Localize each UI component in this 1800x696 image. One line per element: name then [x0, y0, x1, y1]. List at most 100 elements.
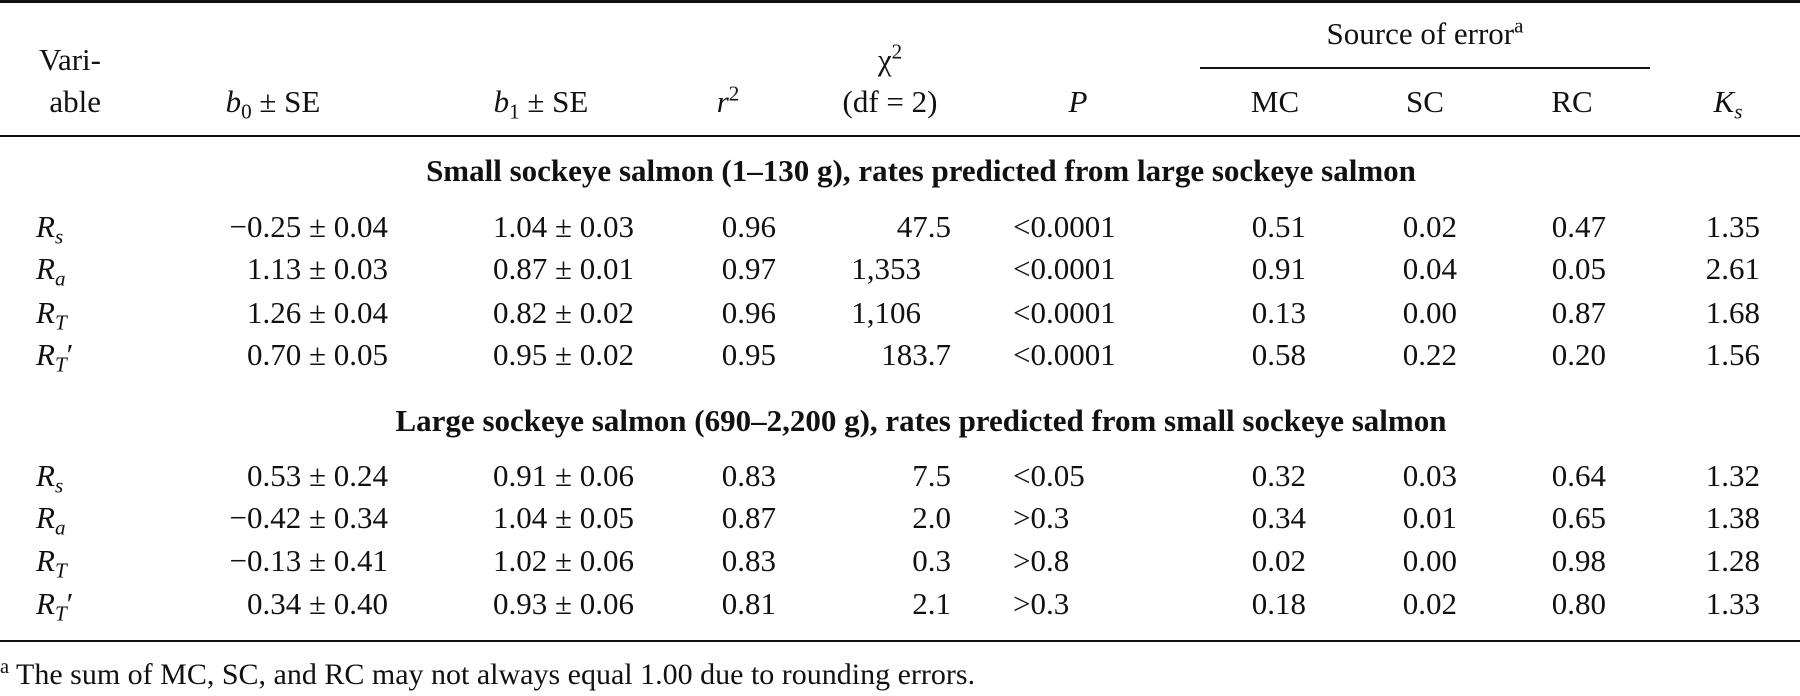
rc-cell: 0.20 — [1551, 337, 1606, 372]
header-mc: MC — [1250, 84, 1300, 119]
r2-cell: 0.87 — [721, 500, 776, 535]
b1-cell: 0.95 ± 0.02 — [492, 337, 634, 372]
sc-cell: 0.00 — [1402, 295, 1457, 330]
header-variable-line2: able — [49, 84, 101, 119]
bottom-rule — [0, 640, 1800, 642]
r2-cell: 0.96 — [721, 209, 776, 244]
header-variable-line1: Vari- — [39, 42, 101, 77]
mc-cell: 0.58 — [1251, 337, 1306, 372]
sc-cell: 0.02 — [1402, 209, 1457, 244]
header-p: P — [1068, 84, 1088, 119]
mc-cell: 0.34 — [1251, 500, 1306, 535]
chi2-cell: 2.0 — [912, 500, 951, 535]
r2-cell: 0.96 — [721, 295, 776, 330]
sc-cell: 0.22 — [1402, 337, 1457, 372]
mc-cell: 0.51 — [1251, 209, 1306, 244]
chi2-cell: 1,353 — [851, 251, 921, 286]
header-sc: SC — [1406, 84, 1444, 119]
header-chi2-df: (df = 2) — [842, 84, 938, 119]
chi2-cell: 7.5 — [912, 458, 951, 493]
b1-cell: 0.93 ± 0.06 — [492, 586, 634, 621]
header-chi2: χ2 — [877, 39, 903, 77]
ks-cell: 2.61 — [1705, 251, 1760, 286]
p-cell: <0.0001 — [1013, 251, 1116, 286]
p-cell: >0.3 — [1013, 500, 1070, 535]
b0-cell: 1.26 ± 0.04 — [246, 295, 388, 330]
ks-cell: 1.32 — [1705, 458, 1760, 493]
chi2-cell: 0.3 — [912, 543, 951, 578]
header-b1: b1 ± SE — [493, 84, 589, 124]
variable-cell: Rs — [36, 209, 64, 249]
mc-cell: 0.18 — [1251, 586, 1306, 621]
source-of-error-rule — [1200, 67, 1650, 69]
header-rc: RC — [1551, 84, 1593, 119]
chi2-cell: 183.7 — [881, 337, 951, 372]
variable-cell: RT′ — [36, 586, 74, 626]
ks-cell: 1.68 — [1705, 295, 1760, 330]
sc-cell: 0.01 — [1402, 500, 1457, 535]
r2-cell: 0.83 — [721, 458, 776, 493]
b1-cell: 1.04 ± 0.03 — [492, 209, 634, 244]
p-cell: >0.3 — [1013, 586, 1070, 621]
rc-cell: 0.05 — [1551, 251, 1606, 286]
variable-cell: RT′ — [36, 337, 74, 377]
mc-cell: 0.13 — [1251, 295, 1306, 330]
b1-cell: 0.87 ± 0.01 — [492, 251, 634, 286]
p-cell: <0.05 — [1013, 458, 1085, 493]
variable-cell: RT — [36, 543, 67, 583]
header-r2: r2 — [716, 81, 740, 119]
ks-cell: 1.28 — [1705, 543, 1760, 578]
b1-cell: 1.02 ± 0.06 — [492, 543, 634, 578]
p-cell: >0.8 — [1013, 543, 1070, 578]
ks-cell: 1.38 — [1705, 500, 1760, 535]
chi2-cell: 1,106 — [851, 295, 921, 330]
b0-cell: 0.70 ± 0.05 — [246, 337, 388, 372]
header-ks: Ks — [1713, 84, 1743, 124]
ks-cell: 1.56 — [1705, 337, 1760, 372]
r2-cell: 0.97 — [721, 251, 776, 286]
b1-cell: 0.82 ± 0.02 — [492, 295, 634, 330]
chi2-cell: 47.5 — [896, 209, 951, 244]
header-b0: b0 ± SE — [225, 84, 321, 124]
b0-cell: 0.53 ± 0.24 — [246, 458, 388, 493]
sc-cell: 0.04 — [1402, 251, 1457, 286]
header-source-of-error: Source of errora — [1326, 13, 1524, 51]
b1-cell: 1.04 ± 0.05 — [492, 500, 634, 535]
rc-cell: 0.80 — [1551, 586, 1606, 621]
b0-cell: −0.25 ± 0.04 — [229, 209, 389, 244]
mc-cell: 0.02 — [1251, 543, 1306, 578]
rc-cell: 0.87 — [1551, 295, 1606, 330]
sc-cell: 0.00 — [1402, 543, 1457, 578]
r2-cell: 0.83 — [721, 543, 776, 578]
b0-cell: 0.34 ± 0.40 — [246, 586, 388, 621]
variable-cell: RT — [36, 295, 67, 335]
variable-cell: Ra — [36, 500, 66, 540]
ks-cell: 1.35 — [1705, 209, 1760, 244]
footnote-marker: a — [0, 655, 10, 678]
b1-cell: 0.91 ± 0.06 — [492, 458, 634, 493]
variable-cell: Ra — [36, 251, 66, 291]
p-cell: <0.0001 — [1013, 295, 1116, 330]
b0-cell: −0.42 ± 0.34 — [229, 500, 389, 535]
rc-cell: 0.98 — [1551, 543, 1606, 578]
top-rule — [0, 0, 1800, 3]
sc-cell: 0.03 — [1402, 458, 1457, 493]
b0-cell: 1.13 ± 0.03 — [246, 251, 388, 286]
rc-cell: 0.64 — [1551, 458, 1606, 493]
mc-cell: 0.91 — [1251, 251, 1306, 286]
footnote-text: The sum of MC, SC, and RC may not always… — [9, 658, 976, 691]
section-title-large: Large sockeye salmon (690–2,200 g), rate… — [395, 403, 1447, 438]
r2-cell: 0.81 — [721, 586, 776, 621]
section-title-small: Small sockeye salmon (1–130 g), rates pr… — [426, 153, 1416, 188]
ks-cell: 1.33 — [1705, 586, 1760, 621]
rc-cell: 0.47 — [1551, 209, 1606, 244]
b0-cell: −0.13 ± 0.41 — [229, 543, 389, 578]
rc-cell: 0.65 — [1551, 500, 1606, 535]
mc-cell: 0.32 — [1251, 458, 1306, 493]
chi2-cell: 2.1 — [912, 586, 951, 621]
footnote: a The sum of MC, SC, and RC may not alwa… — [0, 657, 976, 691]
sc-cell: 0.02 — [1402, 586, 1457, 621]
p-cell: <0.0001 — [1013, 209, 1116, 244]
r2-cell: 0.95 — [721, 337, 776, 372]
